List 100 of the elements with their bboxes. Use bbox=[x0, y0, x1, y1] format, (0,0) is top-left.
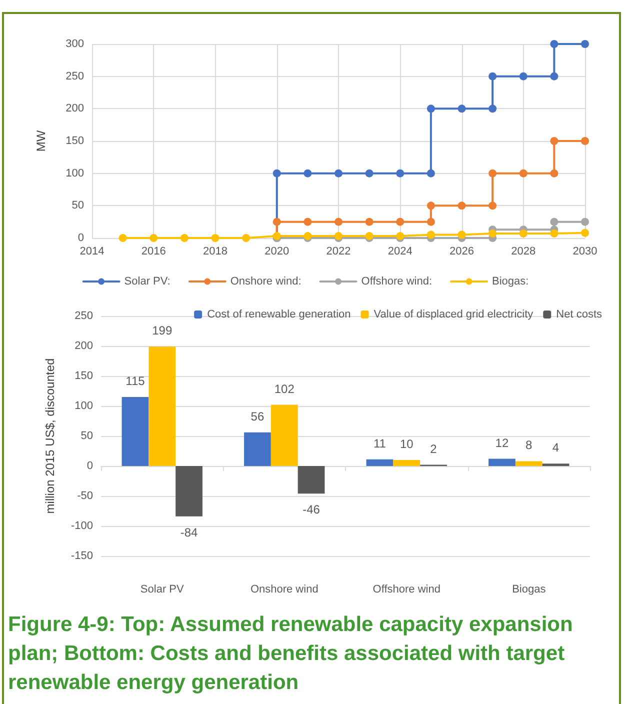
bar bbox=[298, 466, 325, 494]
point bbox=[550, 40, 558, 48]
point bbox=[581, 228, 589, 237]
point bbox=[426, 104, 435, 113]
point bbox=[426, 169, 435, 178]
x-tick-label: 2028 bbox=[511, 246, 536, 258]
x-tick-label: Biogas bbox=[512, 584, 546, 596]
x-tick-label: 2030 bbox=[572, 246, 598, 258]
point bbox=[426, 230, 435, 239]
bar bbox=[148, 346, 176, 466]
point bbox=[488, 202, 497, 210]
y-tick-label: -150 bbox=[70, 550, 93, 562]
x-tick-label: Onshore wind bbox=[250, 584, 318, 596]
point bbox=[211, 234, 220, 242]
legend-label: Offshore wind: bbox=[361, 276, 432, 288]
y-tick-label: 200 bbox=[74, 340, 93, 352]
y-tick-label: 250 bbox=[66, 70, 84, 82]
point bbox=[426, 218, 435, 226]
y-tick-label: 150 bbox=[66, 135, 84, 147]
point bbox=[458, 202, 466, 210]
caption: Figure 4-9: Top: Assumed renewable capacity expansion plan; Bottom: Costs and benefits associated with target renewable energy generation bbox=[4, 604, 619, 703]
point bbox=[550, 72, 558, 80]
legend-label: Onshore wind: bbox=[230, 276, 302, 288]
point bbox=[550, 218, 558, 226]
data-label: 8 bbox=[526, 438, 533, 452]
point bbox=[519, 72, 528, 80]
point bbox=[581, 218, 589, 226]
point bbox=[272, 169, 281, 178]
legend-label: Cost of renewable generation bbox=[207, 308, 351, 320]
point bbox=[550, 169, 558, 178]
point bbox=[180, 234, 188, 242]
y-tick-label: 150 bbox=[74, 370, 93, 382]
x-tick-label: 2026 bbox=[450, 246, 474, 258]
point bbox=[488, 229, 497, 238]
y-axis-title: million 2015 US$, discounted bbox=[43, 358, 57, 514]
data-label: 199 bbox=[152, 324, 172, 338]
point bbox=[581, 137, 589, 145]
y-tick-label: 50 bbox=[80, 430, 93, 442]
bar bbox=[515, 461, 542, 466]
x-tick-label: 2018 bbox=[203, 246, 228, 258]
x-tick-label: 2016 bbox=[141, 246, 166, 258]
data-label: -84 bbox=[180, 525, 198, 540]
data-label: 115 bbox=[126, 374, 146, 388]
y-tick-label: 100 bbox=[66, 167, 84, 180]
x-tick-label: Solar PV bbox=[140, 584, 184, 596]
bar bbox=[366, 459, 394, 466]
y-axis-title: MW bbox=[34, 130, 48, 152]
data-label: 12 bbox=[495, 436, 509, 450]
legend-label: Biogas: bbox=[492, 276, 529, 288]
point bbox=[118, 234, 127, 242]
y-tick-label: 200 bbox=[66, 102, 84, 115]
bar bbox=[270, 404, 298, 466]
point bbox=[458, 230, 466, 239]
point bbox=[396, 218, 404, 226]
y-tick-label: 250 bbox=[74, 310, 93, 322]
legend-label: Net costs bbox=[556, 308, 602, 320]
point bbox=[242, 234, 250, 242]
point bbox=[488, 169, 497, 178]
legend-label: Solar PV: bbox=[124, 276, 170, 288]
point bbox=[304, 169, 312, 178]
x-tick-label: Offshore wind bbox=[372, 584, 440, 596]
x-tick-label: 2020 bbox=[264, 246, 290, 258]
data-label: 4 bbox=[552, 440, 560, 455]
point bbox=[550, 137, 558, 145]
data-label: 56 bbox=[250, 409, 264, 424]
data-label: 102 bbox=[274, 382, 295, 396]
point bbox=[488, 72, 497, 80]
legend-label: Value of displaced grid electricity bbox=[374, 308, 534, 320]
point bbox=[396, 169, 404, 178]
point bbox=[272, 218, 281, 226]
data-label: -46 bbox=[302, 502, 320, 517]
y-tick-label: 100 bbox=[74, 400, 93, 412]
data-label: 2 bbox=[430, 442, 438, 456]
bar bbox=[176, 466, 202, 516]
point bbox=[365, 169, 374, 178]
y-tick-label: 0 bbox=[86, 460, 93, 472]
point bbox=[458, 104, 466, 113]
point bbox=[334, 169, 342, 178]
point bbox=[304, 218, 312, 226]
point bbox=[550, 229, 558, 238]
y-tick-label: 0 bbox=[78, 232, 84, 244]
point bbox=[519, 169, 528, 178]
bar bbox=[122, 397, 149, 466]
point bbox=[426, 202, 435, 210]
y-tick-label: -50 bbox=[77, 490, 93, 502]
data-label: 11 bbox=[373, 436, 386, 450]
x-tick-label: 2014 bbox=[80, 246, 104, 258]
bar bbox=[393, 460, 420, 466]
y-tick-label: 300 bbox=[66, 38, 84, 50]
point bbox=[365, 218, 374, 226]
y-tick-label: 50 bbox=[72, 200, 84, 212]
bar bbox=[244, 432, 271, 466]
x-tick-label: 2024 bbox=[388, 246, 412, 258]
data-label: 10 bbox=[400, 437, 414, 451]
point bbox=[150, 234, 158, 242]
y-tick-label: -100 bbox=[70, 520, 93, 532]
point bbox=[488, 104, 497, 113]
point bbox=[581, 40, 589, 48]
point bbox=[334, 218, 342, 226]
x-tick-label: 2022 bbox=[326, 246, 351, 258]
